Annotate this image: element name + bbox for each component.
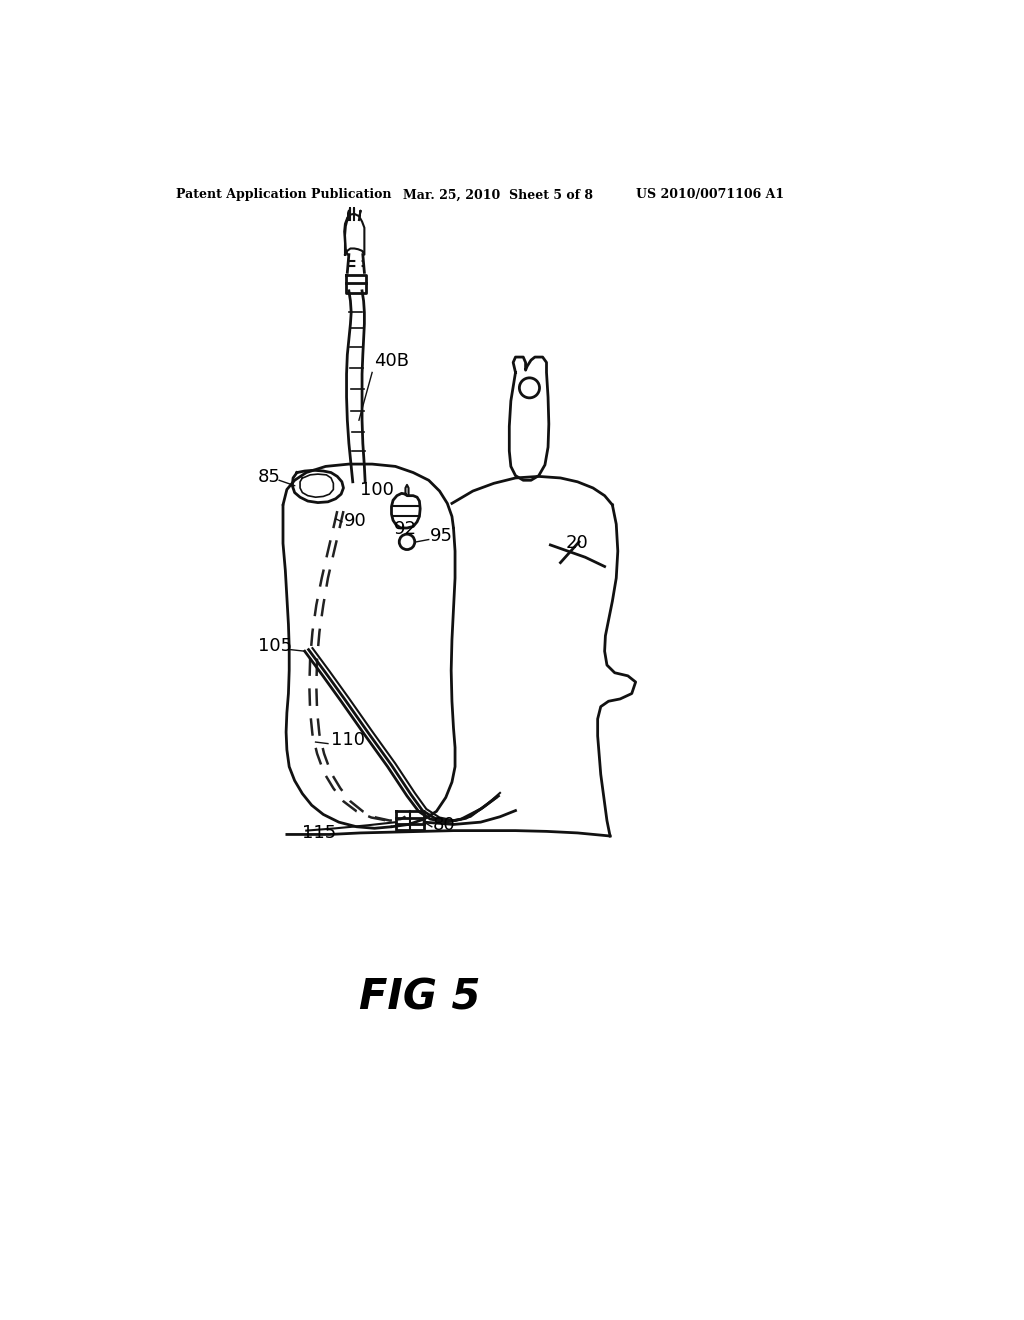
Text: 95: 95 [430,527,454,545]
Text: 110: 110 [331,731,365,750]
Text: 100: 100 [360,480,394,499]
Text: US 2010/0071106 A1: US 2010/0071106 A1 [636,189,783,202]
Text: FIG 5: FIG 5 [359,977,480,1018]
Text: Patent Application Publication: Patent Application Publication [176,189,391,202]
Text: 20: 20 [566,535,589,552]
Text: 92: 92 [394,520,417,539]
Text: 80: 80 [432,816,456,834]
Text: Mar. 25, 2010  Sheet 5 of 8: Mar. 25, 2010 Sheet 5 of 8 [403,189,593,202]
Text: 105: 105 [258,638,292,655]
Text: 90: 90 [343,512,367,529]
Text: 115: 115 [302,824,337,842]
Text: 40B: 40B [375,352,410,371]
Text: 85: 85 [258,467,281,486]
